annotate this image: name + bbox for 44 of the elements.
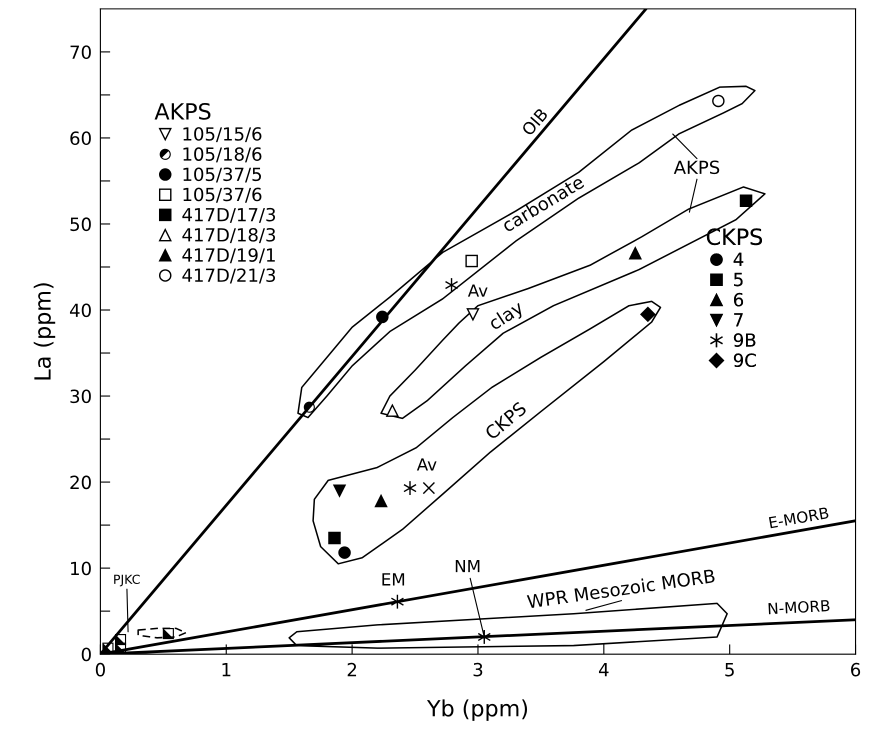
annotation: EM bbox=[382, 573, 404, 586]
y-tick-label: 20 bbox=[70, 476, 91, 490]
x-tick-label: 2 bbox=[348, 662, 356, 676]
annotation: WPR Mesozoic MORB bbox=[526, 568, 716, 609]
y-tick-label: 50 bbox=[70, 217, 91, 232]
annotation: AKPS bbox=[674, 160, 720, 174]
x-tick-label: 1 bbox=[222, 663, 230, 676]
x-tick-label: 6 bbox=[851, 662, 860, 676]
legend-label: 9B bbox=[734, 333, 756, 347]
annotation: N-MORB bbox=[768, 600, 830, 614]
legend-label: 417D/17/3 bbox=[182, 208, 276, 223]
annotation: AKPS bbox=[154, 102, 210, 120]
x-tick-label: 4 bbox=[598, 663, 609, 676]
legend-label: 105/15/6 bbox=[183, 127, 262, 142]
legend-label: 5 bbox=[734, 272, 743, 286]
y-tick-label: 70 bbox=[70, 45, 91, 60]
legend-label: 417D/18/3 bbox=[182, 228, 276, 244]
x-axis-title: Yb (ppm) bbox=[426, 699, 528, 721]
annotation: Av bbox=[416, 458, 437, 470]
x-tick-label: 5 bbox=[725, 663, 734, 676]
legend-label: 4 bbox=[734, 252, 744, 266]
y-axis-title: La (ppm) bbox=[34, 283, 56, 380]
legend-label: 105/37/5 bbox=[183, 167, 261, 183]
y-tick-label: 40 bbox=[70, 303, 91, 318]
annotation: OIB bbox=[520, 107, 548, 136]
y-tick-label: 30 bbox=[70, 390, 91, 404]
annotation: CKPS bbox=[706, 228, 762, 246]
legend-label: 7 bbox=[734, 313, 743, 326]
legend-label: 417D/21/3 bbox=[182, 268, 276, 284]
x-tick-label: 3 bbox=[474, 662, 482, 676]
legend-label: 417D/19/1 bbox=[182, 248, 275, 264]
y-tick-label: 10 bbox=[71, 562, 91, 576]
x-tick-label: 0 bbox=[96, 662, 105, 676]
y-tick-label: 0 bbox=[82, 648, 91, 662]
annotation: E-MORB bbox=[768, 506, 829, 528]
annotation: PJKC bbox=[114, 574, 140, 586]
legend-label: 105/37/6 bbox=[183, 188, 262, 203]
annotation: NM bbox=[456, 560, 480, 572]
annotation: clay bbox=[487, 300, 526, 334]
legend-label: 105/18/6 bbox=[183, 147, 262, 162]
annotation: Av bbox=[468, 284, 488, 297]
legend-label: 9C bbox=[734, 353, 756, 368]
y-tick-label: 60 bbox=[70, 131, 91, 146]
legend-label: 6 bbox=[734, 292, 744, 307]
